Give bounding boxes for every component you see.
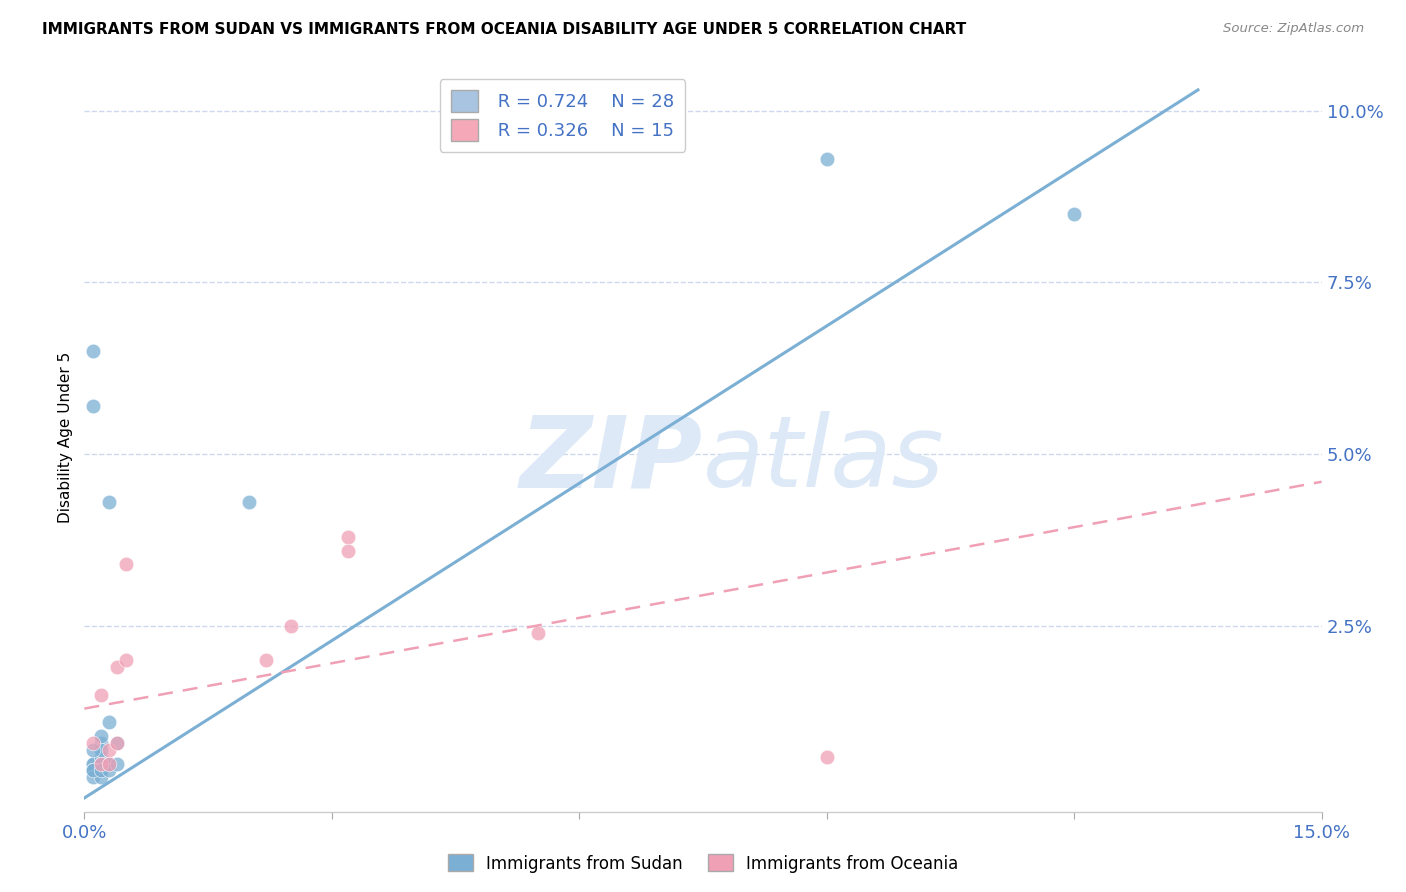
Point xyxy=(337,543,360,558)
Point xyxy=(98,743,121,757)
Point xyxy=(98,764,121,778)
Legend: Immigrants from Sudan, Immigrants from Oceania: Immigrants from Sudan, Immigrants from O… xyxy=(441,847,965,880)
Text: Source: ZipAtlas.com: Source: ZipAtlas.com xyxy=(1223,22,1364,36)
Text: atlas: atlas xyxy=(703,411,945,508)
Point xyxy=(105,660,128,674)
Point xyxy=(815,749,838,764)
Point xyxy=(90,729,112,743)
Point xyxy=(82,756,104,771)
Point xyxy=(90,749,112,764)
Point xyxy=(82,743,104,757)
Point xyxy=(98,715,121,730)
Point xyxy=(114,558,136,572)
Point xyxy=(82,736,104,750)
Point xyxy=(337,530,360,544)
Point xyxy=(105,756,128,771)
Point xyxy=(238,495,260,509)
Point xyxy=(90,756,112,771)
Point xyxy=(90,756,112,771)
Point xyxy=(105,736,128,750)
Point xyxy=(114,653,136,667)
Point xyxy=(90,764,112,778)
Point xyxy=(254,653,277,667)
Point xyxy=(82,764,104,778)
Point xyxy=(90,770,112,784)
Point xyxy=(82,770,104,784)
Point xyxy=(82,764,104,778)
Point xyxy=(815,152,838,166)
Point xyxy=(527,626,550,640)
Point xyxy=(82,764,104,778)
Point xyxy=(280,619,302,633)
Point xyxy=(90,688,112,702)
Point xyxy=(1063,207,1085,221)
Point xyxy=(82,344,104,359)
Legend:  R = 0.724    N = 28,  R = 0.326    N = 15: R = 0.724 N = 28, R = 0.326 N = 15 xyxy=(440,79,685,152)
Point xyxy=(90,743,112,757)
Point xyxy=(82,399,104,413)
Point xyxy=(98,756,121,771)
Point xyxy=(105,736,128,750)
Point xyxy=(90,756,112,771)
Text: IMMIGRANTS FROM SUDAN VS IMMIGRANTS FROM OCEANIA DISABILITY AGE UNDER 5 CORRELAT: IMMIGRANTS FROM SUDAN VS IMMIGRANTS FROM… xyxy=(42,22,966,37)
Point xyxy=(98,756,121,771)
Y-axis label: Disability Age Under 5: Disability Age Under 5 xyxy=(58,351,73,523)
Point xyxy=(98,756,121,771)
Point xyxy=(98,495,121,509)
Text: ZIP: ZIP xyxy=(520,411,703,508)
Point xyxy=(90,736,112,750)
Point xyxy=(82,756,104,771)
Point xyxy=(90,764,112,778)
